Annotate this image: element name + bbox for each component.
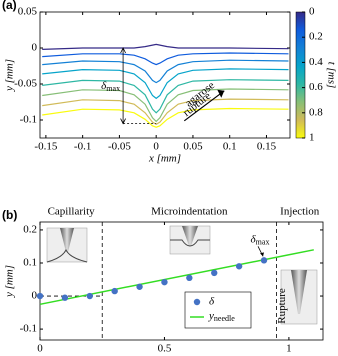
colorbar-tick-label: 0.4: [309, 56, 323, 68]
profile-line: [42, 79, 289, 114]
y-axis-label: y [mm]: [4, 59, 16, 92]
arrow-head: [120, 47, 126, 54]
x-tick-label: -0.15: [34, 141, 57, 153]
plot-area: [39, 11, 291, 139]
profile-line: [42, 107, 289, 128]
x-tick-label: 0.1: [223, 141, 237, 153]
x-tick-label: 0: [153, 141, 159, 153]
delta-max-label: δmax: [251, 233, 270, 246]
y-tick-label: 0.2: [23, 223, 37, 235]
panel-label: (a): [2, 0, 17, 12]
x-tick-label: 0.15: [257, 141, 277, 153]
x-tick-label: 0.05: [183, 141, 203, 153]
y-axis-label: y [mm]: [4, 265, 16, 298]
annotation-arrow: [183, 90, 225, 122]
needle-icon: [280, 269, 318, 325]
profile-line: [42, 43, 289, 50]
x-tick-label: 0.5: [158, 343, 172, 355]
profile-line: [42, 52, 289, 66]
legend-label: yneedle: [208, 310, 235, 323]
y-tick-label: -0.05: [14, 78, 37, 90]
delta-point: [136, 283, 143, 290]
rupture-label: Rupture: [276, 288, 288, 324]
x-tick-label: -0.1: [74, 141, 91, 153]
phase-label: Capillarity: [48, 206, 96, 218]
legend-marker: [193, 298, 201, 306]
colorbar-tick-label: 1: [309, 132, 315, 144]
profile-line: [42, 59, 289, 84]
x-tick-label: 0: [37, 343, 43, 355]
plot-area: [39, 221, 324, 341]
delta-point: [111, 287, 118, 295]
y-tick-label: -0.1: [20, 114, 37, 126]
phase-label: Microindentation: [151, 206, 228, 218]
delta-symbol: δ: [101, 79, 107, 91]
needle-line: [39, 249, 314, 306]
delta-point: [211, 269, 218, 277]
y-tick-label: 0: [32, 290, 38, 302]
colorbar-tick-label: 0: [309, 6, 315, 18]
needle-icon: [46, 227, 88, 263]
needle-icon: [169, 225, 211, 255]
legend-sub: needle: [214, 314, 235, 323]
delta-point: [186, 274, 193, 282]
delta-point: [235, 263, 243, 270]
profile-line: [42, 68, 289, 100]
legend: [184, 291, 252, 329]
delta-point: [61, 294, 69, 301]
phase-label: Injection: [280, 206, 320, 218]
colorbar-tick-label: 0.2: [309, 31, 323, 43]
legend-label: δ: [209, 296, 215, 308]
x-tick-label: -0.05: [108, 141, 131, 153]
delta-point: [86, 292, 93, 300]
y-tick-label: 0.1: [23, 257, 37, 269]
x-axis-label: t [ms]: [168, 355, 195, 356]
arrow-head: [120, 118, 126, 125]
delta-max-label: δmax: [101, 79, 120, 92]
colorbar: [295, 11, 306, 139]
delta-sub: max: [256, 237, 270, 246]
y-tick-label: 0: [32, 42, 38, 54]
delta-point: [36, 292, 44, 300]
arrow-head: [260, 252, 265, 257]
x-tick-label: 1: [286, 343, 292, 355]
profile-line: [42, 88, 289, 123]
colorbar-tick-label: 0.6: [309, 81, 323, 93]
profile-line: [42, 98, 289, 125]
delta-point: [161, 278, 168, 286]
arrow-head: [217, 89, 225, 98]
delta-point: [260, 257, 268, 264]
x-axis-label: x [mm]: [148, 153, 181, 165]
delta-sub: max: [106, 84, 120, 93]
panel-label: (b): [2, 208, 17, 222]
colorbar-tick-label: 0.8: [309, 106, 323, 118]
colorbar-label: t [ms]: [325, 62, 337, 89]
legend-name: y: [208, 310, 214, 322]
y-tick-label: -0.1: [20, 323, 37, 335]
delta-symbol: δ: [251, 233, 257, 245]
y-tick-label: 0.05: [18, 6, 38, 18]
